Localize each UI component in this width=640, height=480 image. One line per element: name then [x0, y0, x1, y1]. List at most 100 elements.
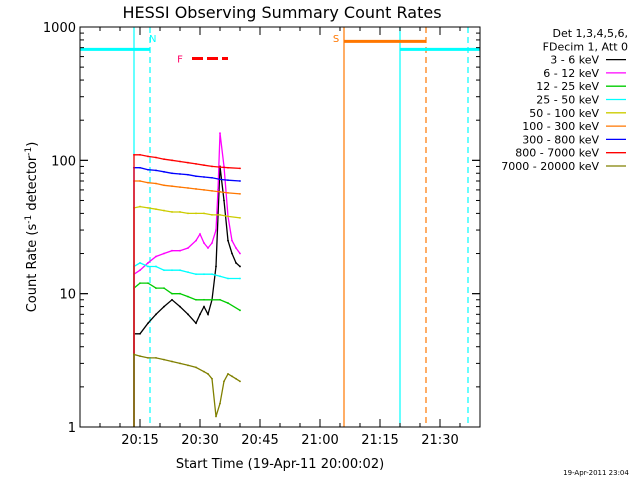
data-point-8-14 — [223, 380, 225, 383]
data-point-0-15 — [223, 199, 225, 202]
series-line-8 — [133, 353, 241, 427]
data-point-4-9 — [203, 212, 205, 215]
data-point-4-11 — [219, 213, 221, 216]
data-point-3-13 — [239, 277, 241, 280]
data-point-8-9 — [203, 370, 205, 373]
data-point-5-1 — [139, 180, 141, 182]
data-point-0-3 — [155, 313, 157, 316]
data-point-1-4 — [163, 252, 165, 255]
data-point-2-11 — [219, 298, 221, 301]
data-point-8-0 — [133, 353, 135, 356]
data-point-8-17 — [235, 377, 237, 380]
legend: Det 1,3,4,5,6,FDecim 1, Att 03 - 6 keV6 … — [501, 27, 628, 173]
data-point-8-3 — [155, 356, 157, 359]
legend-label-7: 800 - 7000 keV — [515, 147, 599, 160]
data-point-1-7 — [187, 247, 189, 249]
data-point-4-8 — [195, 212, 197, 215]
series-line-1 — [133, 133, 241, 427]
x-tick-label-0: 20:15 — [121, 433, 158, 448]
data-point-5-9 — [203, 189, 205, 191]
y-tick-label-0: 1 — [68, 421, 76, 436]
data-point-8-8 — [195, 366, 197, 369]
data-point-5-7 — [187, 187, 189, 189]
y-axis-label-sup2: -1 — [24, 147, 34, 156]
data-point-6-11 — [219, 178, 221, 181]
data-point-2-8 — [195, 298, 197, 301]
data-point-5-6 — [179, 186, 181, 188]
data-point-1-5 — [171, 249, 173, 252]
data-point-1-18 — [231, 239, 233, 242]
data-point-3-6 — [179, 269, 181, 272]
data-point-7-9 — [203, 164, 205, 167]
legend-label-0: 3 - 6 keV — [550, 54, 599, 67]
data-point-0-13 — [215, 265, 217, 268]
data-point-0-19 — [239, 265, 241, 268]
data-point-6-9 — [203, 176, 205, 178]
data-point-6-6 — [179, 173, 181, 175]
data-point-8-7 — [187, 364, 189, 367]
data-point-1-6 — [179, 249, 181, 252]
data-point-7-12 — [227, 166, 229, 169]
legend-label-2: 12 - 25 keV — [536, 80, 599, 93]
data-point-1-3 — [155, 255, 157, 258]
data-point-3-11 — [219, 275, 221, 278]
data-point-2-13 — [239, 309, 241, 312]
legend-label-6: 300 - 800 keV — [522, 133, 599, 146]
data-point-0-2 — [147, 322, 149, 325]
data-point-7-5 — [171, 159, 173, 162]
annotation-n: N — [149, 34, 156, 45]
data-point-2-7 — [187, 295, 189, 298]
data-point-2-1 — [139, 282, 141, 285]
axes: 20:15 20:30 20:45 21:00 21:15 21:30 1 10 100 1000 — [43, 21, 481, 448]
legend-header-0: Det 1,3,4,5,6, — [552, 27, 628, 40]
data-point-5-4 — [163, 184, 165, 187]
data-point-4-7 — [187, 212, 189, 215]
data-point-0-11 — [207, 313, 209, 316]
legend-label-1: 6 - 12 keV — [543, 67, 599, 80]
data-point-3-5 — [171, 269, 173, 272]
data-point-5-11 — [219, 190, 221, 193]
legend-label-5: 100 - 300 keV — [522, 120, 599, 133]
data-point-1-10 — [203, 242, 205, 244]
data-point-7-11 — [219, 166, 221, 168]
data-point-7-4 — [163, 158, 165, 161]
data-point-6-13 — [239, 180, 241, 182]
data-point-2-10 — [211, 298, 213, 301]
data-point-7-8 — [195, 163, 197, 165]
data-point-1-9 — [199, 233, 201, 235]
data-point-8-18 — [239, 380, 241, 383]
data-point-1-14 — [217, 189, 219, 191]
data-point-2-12 — [227, 302, 229, 304]
y-axis-label-part3: ) — [25, 142, 40, 147]
data-point-8-12 — [215, 415, 217, 418]
data-point-4-3 — [155, 208, 157, 211]
data-point-5-3 — [155, 182, 157, 185]
data-point-6-4 — [163, 170, 165, 173]
data-point-1-15 — [219, 132, 221, 135]
data-point-0-6 — [179, 305, 181, 308]
chart-title: HESSI Observing Summary Count Rates — [122, 3, 441, 22]
data-point-1-1 — [139, 269, 141, 272]
y-axis-label: Count Rate (s-1 detector-1) — [24, 142, 40, 313]
data-point-3-2 — [147, 265, 149, 268]
x-tick-label-1: 20:30 — [181, 433, 218, 448]
data-point-0-17 — [231, 252, 233, 255]
plot-area: N F S — [80, 27, 480, 427]
data-point-5-5 — [171, 185, 173, 188]
data-point-8-4 — [163, 358, 165, 361]
data-point-6-5 — [171, 172, 173, 175]
data-point-0-8 — [195, 322, 197, 325]
x-tick-label-4: 21:15 — [361, 433, 398, 448]
timestamp: 19-Apr-2011 23:04 — [563, 469, 629, 477]
data-point-1-2 — [147, 262, 149, 264]
data-point-7-10 — [211, 165, 213, 168]
data-point-8-2 — [147, 356, 149, 359]
data-point-0-9 — [199, 313, 201, 316]
data-point-4-4 — [163, 209, 165, 212]
data-point-3-4 — [163, 269, 165, 272]
data-point-7-3 — [155, 156, 157, 159]
data-point-0-4 — [163, 305, 165, 308]
data-point-3-3 — [155, 265, 157, 268]
data-point-3-1 — [139, 262, 141, 264]
